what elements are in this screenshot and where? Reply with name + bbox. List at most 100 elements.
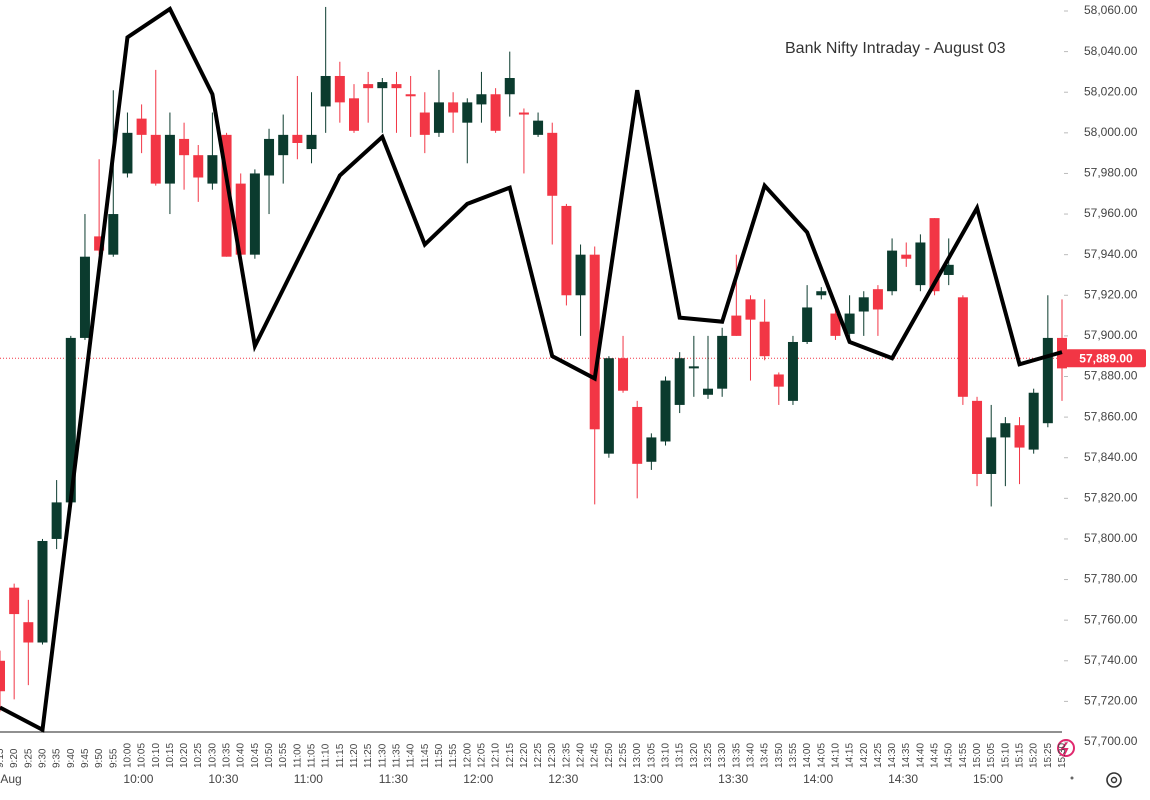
candle-body [221,134,232,257]
candle-body [278,134,289,156]
candle-body [363,84,374,89]
candles [0,6,1067,712]
x-tick-label: 13:15 [675,743,686,768]
candle-body [816,291,827,296]
x-tick-label: 10:25 [193,743,204,768]
x-tick-label: 14:35 [901,743,912,768]
y-tick-label: 57,840.00 [1084,450,1138,464]
x-tick-label: 15:10 [1000,743,1011,768]
y-tick-label: 57,960.00 [1084,206,1138,220]
x-major-label: 12:00 [463,772,493,786]
settings-icon[interactable] [1106,772,1122,788]
x-tick-label: 11:30 [377,743,388,768]
y-tick-label: 57,940.00 [1084,247,1138,261]
x-tick-label: 9:30 [37,748,48,768]
logo[interactable] [1057,739,1075,757]
x-major-label: 11:30 [379,772,408,786]
y-tick-label: 57,900.00 [1084,328,1138,342]
candle-body [108,214,119,255]
x-tick-label: 13:40 [745,743,756,768]
x-tick-label: 14:15 [845,743,856,768]
last-price-box [1066,349,1146,368]
x-tick-label: 11:15 [335,743,346,768]
x-tick-label: 15:25 [1043,743,1054,768]
candle-body [603,358,614,454]
candle-body [320,75,331,107]
settings-icon-center[interactable] [1110,776,1118,784]
candle-body [249,173,260,255]
candle-body [887,250,898,292]
x-tick-label: 12:35 [561,743,572,768]
x-tick-label: 14:05 [816,743,827,768]
candle-body [589,254,600,430]
x-tick-label: 12:50 [604,743,615,768]
y-tick-label: 57,980.00 [1084,166,1138,180]
candle-body [972,400,983,474]
x-tick-label: 12:40 [576,743,587,768]
x-tick-label: 11:35 [391,743,402,768]
x-tick-label: 13:30 [717,743,728,768]
y-tick-label: 57,820.00 [1084,491,1138,505]
y-tick-label: 58,060.00 [1084,3,1138,17]
x-tick-label: 10:45 [250,743,261,768]
x-tick-label: 12:25 [533,743,544,768]
x-tick-label: 11:50 [434,743,445,768]
y-tick-label: 58,020.00 [1084,84,1138,98]
x-tick-label: 12:15 [505,743,516,768]
candle-body [986,437,997,474]
x-tick-label: 9:15 [0,748,6,768]
x-tick-label: 9:20 [9,748,20,768]
candle-body [0,660,5,692]
x-tick-label: 15:15 [1015,743,1026,768]
x-tick-label: 15:00 [972,743,983,768]
x-tick-label: 10:10 [151,743,162,768]
x-tick-label: 12:45 [590,743,601,768]
y-tick-label: 57,700.00 [1084,734,1138,748]
candle-body [745,299,756,320]
x-tick-label: 9:55 [108,748,119,768]
x-tick-label: 11:05 [307,743,318,768]
candle-body [533,120,544,135]
x-major-label: 11:00 [294,772,323,786]
x-tick-label: 12:05 [476,743,487,768]
candle-body [419,112,430,135]
candle-body [1028,392,1039,450]
y-tick-label: 57,800.00 [1084,531,1138,545]
x-tick-label: 13:10 [661,743,672,768]
overlay-line [0,6,1063,733]
candle-body [207,155,218,184]
candle-body [943,264,954,275]
y-tick-label: 58,040.00 [1084,44,1138,58]
y-tick-label: 57,880.00 [1084,369,1138,383]
x-major-label: 14:00 [803,772,833,786]
x-tick-label: 12:30 [547,743,558,768]
y-tick-label: 57,720.00 [1084,694,1138,708]
x-tick-label: 10:05 [137,743,148,768]
candle-body [79,256,90,338]
candle-body [915,242,926,286]
x-tick-label: 12:20 [519,743,530,768]
x-tick-label: 9:45 [80,748,91,768]
candle-body [731,315,742,336]
x-tick-label: 14:10 [830,743,841,768]
candle-body [561,205,572,296]
candle-body [264,138,275,176]
x-major-label: 15:00 [973,772,1003,786]
candle-body [844,313,855,334]
settings-button[interactable] [1106,772,1122,788]
x-tick-label: 14:30 [887,743,898,768]
logo-bolt[interactable] [1060,741,1069,756]
candle-body [717,335,728,389]
logo-ring[interactable] [1057,739,1075,757]
y-tick-label: 57,740.00 [1084,653,1138,667]
x-tick-label: 11:10 [321,743,332,768]
x-tick-label: 10:40 [236,743,247,768]
candle-body [518,112,529,115]
x-tick-label: 13:55 [788,743,799,768]
x-tick-label: 10:55 [278,743,289,768]
candle-body [759,321,770,357]
candle-body [957,297,968,397]
x-major-label: 10:30 [208,772,238,786]
candle-body [136,118,147,135]
x-tick-label: 13:00 [632,743,643,768]
